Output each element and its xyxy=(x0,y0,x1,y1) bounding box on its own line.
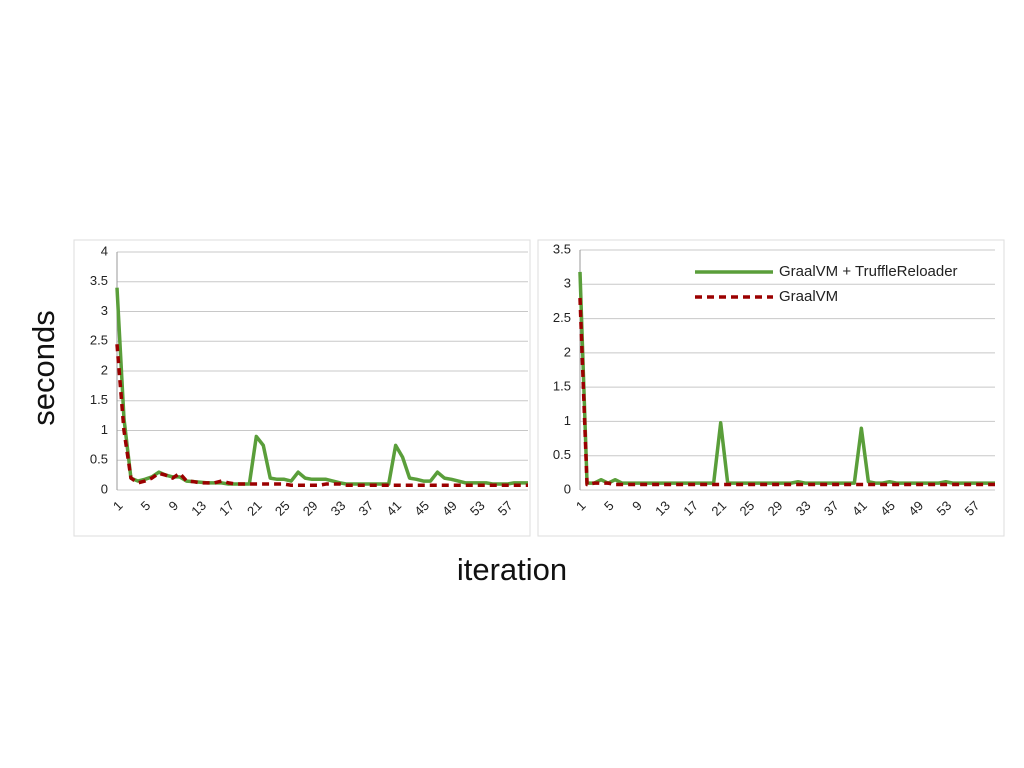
y-tick-label: 0.5 xyxy=(553,447,571,462)
x-tick-label: 29 xyxy=(765,498,786,519)
x-tick-label: 9 xyxy=(629,498,645,514)
y-tick-label: 2 xyxy=(564,344,571,359)
y-tick-label: 3.5 xyxy=(90,273,108,288)
x-tick-label: 33 xyxy=(328,498,349,519)
y-tick-label: 0 xyxy=(564,481,571,496)
y-tick-label: 3 xyxy=(101,303,108,318)
x-tick-label: 57 xyxy=(495,498,516,519)
data-line xyxy=(115,344,528,487)
x-tick-label: 13 xyxy=(188,498,209,519)
x-axis-label: iteration xyxy=(457,552,567,587)
panel-frame xyxy=(537,239,1005,537)
x-tick-label: 37 xyxy=(821,498,842,519)
x-tick-label: 29 xyxy=(300,498,321,519)
x-tick-label: 1 xyxy=(573,498,589,514)
y-tick-label: 0 xyxy=(101,481,108,496)
x-tick-label: 53 xyxy=(467,498,488,519)
x-tick-label: 41 xyxy=(383,498,404,519)
x-tick-label: 45 xyxy=(411,498,432,519)
y-axis-label: seconds xyxy=(26,310,61,425)
y-tick-label: 0.5 xyxy=(90,452,108,467)
y-tick-label: 2.5 xyxy=(553,310,571,325)
y-tick-label: 3 xyxy=(564,276,571,291)
y-tick-label: 2.5 xyxy=(90,333,108,348)
x-tick-label: 49 xyxy=(905,498,926,519)
y-tick-label: 1 xyxy=(101,422,108,437)
y-tick-label: 4 xyxy=(101,243,108,258)
x-tick-label: 37 xyxy=(355,498,376,519)
data-line xyxy=(578,297,995,487)
x-tick-label: 17 xyxy=(216,498,237,519)
x-tick-label: 33 xyxy=(793,498,814,519)
panel-frame xyxy=(73,239,531,537)
y-tick-label: 1.5 xyxy=(553,379,571,394)
x-tick-label: 5 xyxy=(138,498,154,514)
legend-label: GraalVM + TruffleReloader xyxy=(779,263,958,280)
x-tick-label: 9 xyxy=(166,498,182,514)
y-tick-label: 1.5 xyxy=(90,392,108,407)
x-tick-label: 5 xyxy=(601,498,617,514)
legend-label: GraalVM xyxy=(779,288,838,305)
x-tick-label: 17 xyxy=(680,498,701,519)
y-tick-label: 1 xyxy=(564,413,571,428)
x-tick-label: 45 xyxy=(877,498,898,519)
y-tick-label: 3.5 xyxy=(553,241,571,256)
x-tick-label: 53 xyxy=(933,498,954,519)
x-tick-label: 21 xyxy=(244,498,265,519)
x-tick-label: 25 xyxy=(737,498,758,519)
x-tick-label: 21 xyxy=(708,498,729,519)
data-line xyxy=(115,287,528,486)
x-tick-label: 57 xyxy=(962,498,983,519)
x-tick-label: 41 xyxy=(849,498,870,519)
x-tick-label: 1 xyxy=(110,498,126,514)
x-tick-label: 13 xyxy=(652,498,673,519)
y-tick-label: 2 xyxy=(101,362,108,377)
x-tick-label: 49 xyxy=(439,498,460,519)
x-tick-label: 25 xyxy=(272,498,293,519)
